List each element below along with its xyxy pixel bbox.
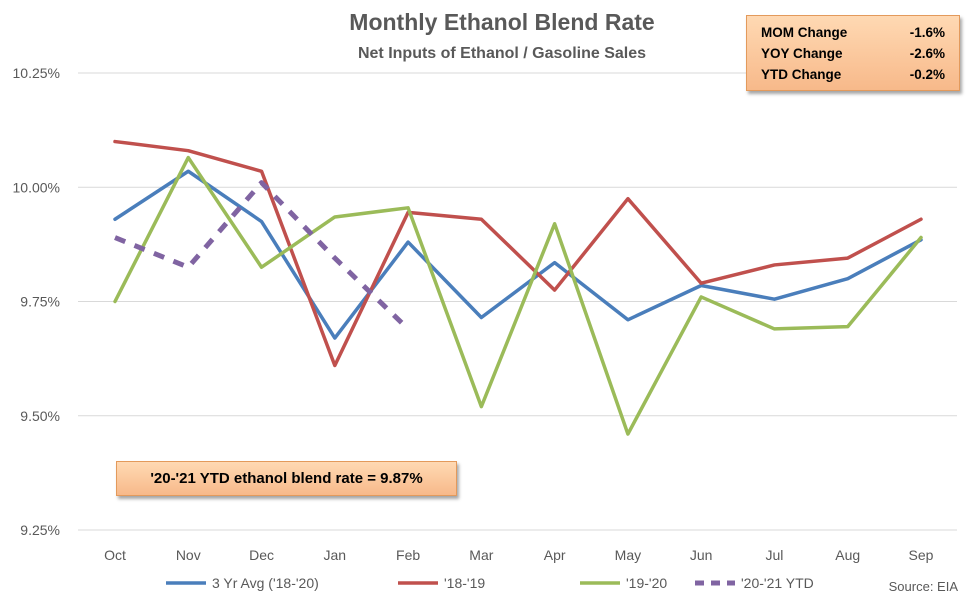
legend: 3 Yr Avg ('18-'20) '18-'19 '19-'20 '20-'21 … (166, 575, 814, 591)
ytd-change-label: YTD Change (761, 67, 842, 82)
x-tick-label: Aug (835, 547, 860, 563)
legend-label: '18-'19 (444, 575, 485, 591)
change-summary-box: MOM Change -1.6% YOY Change -2.6% YTD Ch… (746, 15, 960, 91)
x-tick-label: Jul (766, 547, 784, 563)
x-tick-label: Jun (690, 547, 713, 563)
mom-change-row: MOM Change -1.6% (761, 22, 945, 43)
x-tick-label: Apr (544, 547, 566, 563)
x-axis-ticks: Oct Nov Dec Jan Feb Mar Apr May Jun Jul Aug Sep (104, 547, 934, 563)
x-tick-label: Jan (324, 547, 347, 563)
x-tick-label: Feb (396, 547, 420, 563)
y-tick-label: 10.25% (13, 65, 60, 81)
x-tick-label: Dec (249, 547, 274, 563)
y-tick-label: 9.75% (20, 294, 60, 310)
x-tick-label: Sep (909, 547, 934, 563)
yoy-change-value: -2.6% (909, 46, 945, 61)
y-tick-label: 9.50% (20, 408, 60, 424)
chart-subtitle: Net Inputs of Ethanol / Gasoline Sales (358, 45, 646, 62)
mom-change-label: MOM Change (761, 25, 848, 40)
series-line-0 (113, 169, 923, 340)
ytd-change-value: -0.2% (909, 67, 945, 82)
y-tick-label: 10.00% (13, 179, 60, 195)
series-line-2 (113, 155, 923, 436)
yoy-change-label: YOY Change (761, 46, 843, 61)
series-line-3 (114, 180, 410, 331)
yoy-change-row: YOY Change -2.6% (761, 43, 945, 64)
source-label: Source: EIA (889, 579, 959, 594)
legend-label: '20-'21 YTD (741, 575, 814, 591)
gridlines (78, 72, 957, 531)
ytd-change-row: YTD Change -0.2% (761, 64, 945, 85)
legend-label: 3 Yr Avg ('18-'20) (212, 575, 319, 591)
ytd-note-box: '20-'21 YTD ethanol blend rate = 9.87% (116, 461, 457, 496)
x-tick-label: May (615, 547, 641, 563)
x-tick-label: Oct (104, 547, 126, 563)
y-tick-label: 9.25% (20, 522, 60, 538)
mom-change-value: -1.6% (909, 25, 945, 40)
y-axis-ticks: 9.25% 9.50% 9.75% 10.00% 10.25% (13, 65, 60, 538)
series-line-1 (113, 139, 923, 368)
legend-label: '19-'20 (626, 575, 667, 591)
chart-title: Monthly Ethanol Blend Rate (349, 9, 654, 35)
x-tick-label: Mar (469, 547, 493, 563)
series-lines (113, 139, 923, 436)
x-tick-label: Nov (176, 547, 201, 563)
